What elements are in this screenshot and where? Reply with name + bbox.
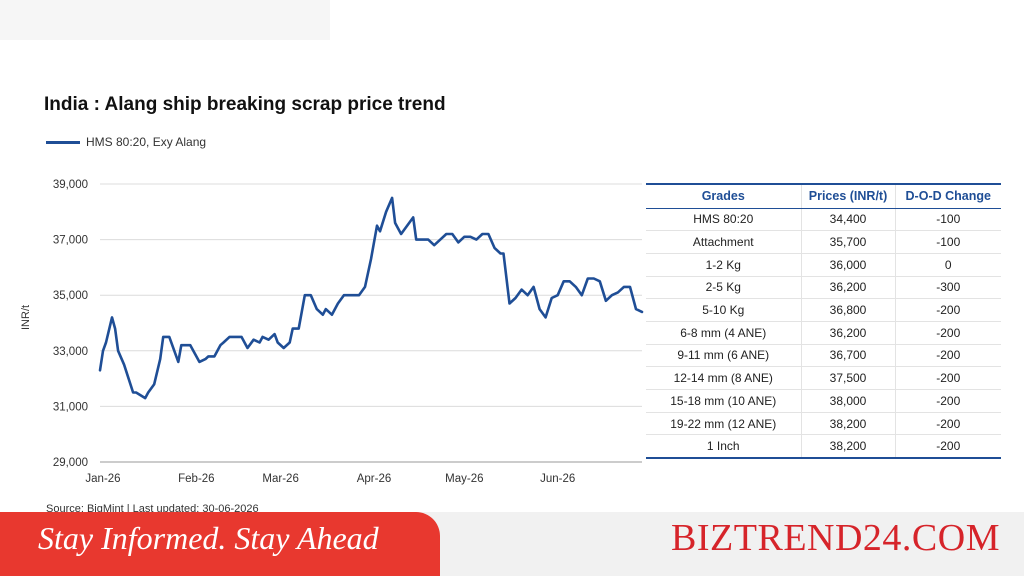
change-cell: 0 [895,253,1001,277]
price-cell: 36,800 [800,298,896,322]
chart-title: India : Alang ship breaking scrap price … [44,94,446,115]
price-cell: 36,200 [800,276,896,300]
grade-cell: HMS 80:20 [646,208,801,232]
brand-name[interactable]: BIZTREND24.COM [671,517,1000,559]
top-fade-background [0,0,330,40]
table-row: HMS 80:20 34,400 -100 [646,208,1001,232]
header-dod-change: D-O-D Change [895,183,1001,209]
grade-cell: 1 Inch [646,434,801,459]
y-tick-label: 37,000 [53,235,88,247]
change-cell: -200 [895,344,1001,368]
x-tick-label: Jan-26 [85,473,120,485]
price-cell: 38,200 [800,434,896,459]
change-cell: -200 [895,434,1001,459]
series-line-hms-80-20 [98,196,644,400]
header-prices: Prices (INR/t) [800,183,896,209]
table-row: 19-22 mm (12 ANE) 38,200 -200 [646,412,1001,436]
change-cell: -200 [895,298,1001,322]
price-cell: 36,700 [800,344,896,368]
price-cell: 37,500 [800,366,896,390]
price-cell: 36,000 [800,253,896,277]
price-cell: 34,400 [800,208,896,232]
y-tick-label: 33,000 [53,346,88,358]
price-cell: 38,000 [800,389,896,413]
x-tick-label: May-26 [445,473,483,485]
price-table: Grades Prices (INR/t) D-O-D Change HMS 8… [646,183,1001,459]
change-cell: -300 [895,276,1001,300]
table-row: Attachment 35,700 -100 [646,230,1001,254]
x-tick-label: Feb-26 [178,473,214,485]
grade-cell: 6-8 mm (4 ANE) [646,321,801,345]
table-row: 1-2 Kg 36,000 0 [646,253,1001,277]
chart-legend: HMS 80:20, Exy Alang [46,135,206,149]
change-cell: -100 [895,208,1001,232]
grade-cell: 5-10 Kg [646,298,801,322]
legend-label: HMS 80:20, Exy Alang [86,135,207,149]
grade-cell: Attachment [646,230,801,254]
table-row: 15-18 mm (10 ANE) 38,000 -200 [646,389,1001,413]
change-cell: -200 [895,412,1001,436]
price-cell: 35,700 [800,230,896,254]
y-tick-label: 31,000 [53,401,88,413]
y-tick-label: 39,000 [53,179,88,191]
grade-cell: 2-5 Kg [646,276,801,300]
header-grades: Grades [646,183,801,209]
grade-cell: 15-18 mm (10 ANE) [646,389,801,413]
table-row: 12-14 mm (8 ANE) 37,500 -200 [646,366,1001,390]
table-row: 1 Inch 38,200 -200 [646,434,1001,459]
table-row: 5-10 Kg 36,800 -200 [646,298,1001,322]
table-row: 6-8 mm (4 ANE) 36,200 -200 [646,321,1001,345]
grade-cell: 19-22 mm (12 ANE) [646,412,801,436]
price-cell: 38,200 [800,412,896,436]
x-tick-label: Mar-26 [262,473,298,485]
tagline-text: Stay Informed. Stay Ahead [38,520,379,556]
tagline-banner [0,512,440,576]
x-tick-label: Jun-26 [540,473,575,485]
y-tick-label: 29,000 [53,457,88,469]
price-table-header: Grades Prices (INR/t) D-O-D Change [646,183,1001,209]
change-cell: -200 [895,321,1001,345]
legend-line-swatch [46,140,80,144]
change-cell: -100 [895,230,1001,254]
x-tick-label: Apr-26 [357,473,392,485]
change-cell: -200 [895,366,1001,390]
grade-cell: 1-2 Kg [646,253,801,277]
table-row: 9-11 mm (6 ANE) 36,700 -200 [646,344,1001,368]
y-tick-label: 35,000 [53,290,88,302]
price-cell: 36,200 [800,321,896,345]
grade-cell: 12-14 mm (8 ANE) [646,366,801,390]
table-row: 2-5 Kg 36,200 -300 [646,276,1001,300]
change-cell: -200 [895,389,1001,413]
grade-cell: 9-11 mm (6 ANE) [646,344,801,368]
